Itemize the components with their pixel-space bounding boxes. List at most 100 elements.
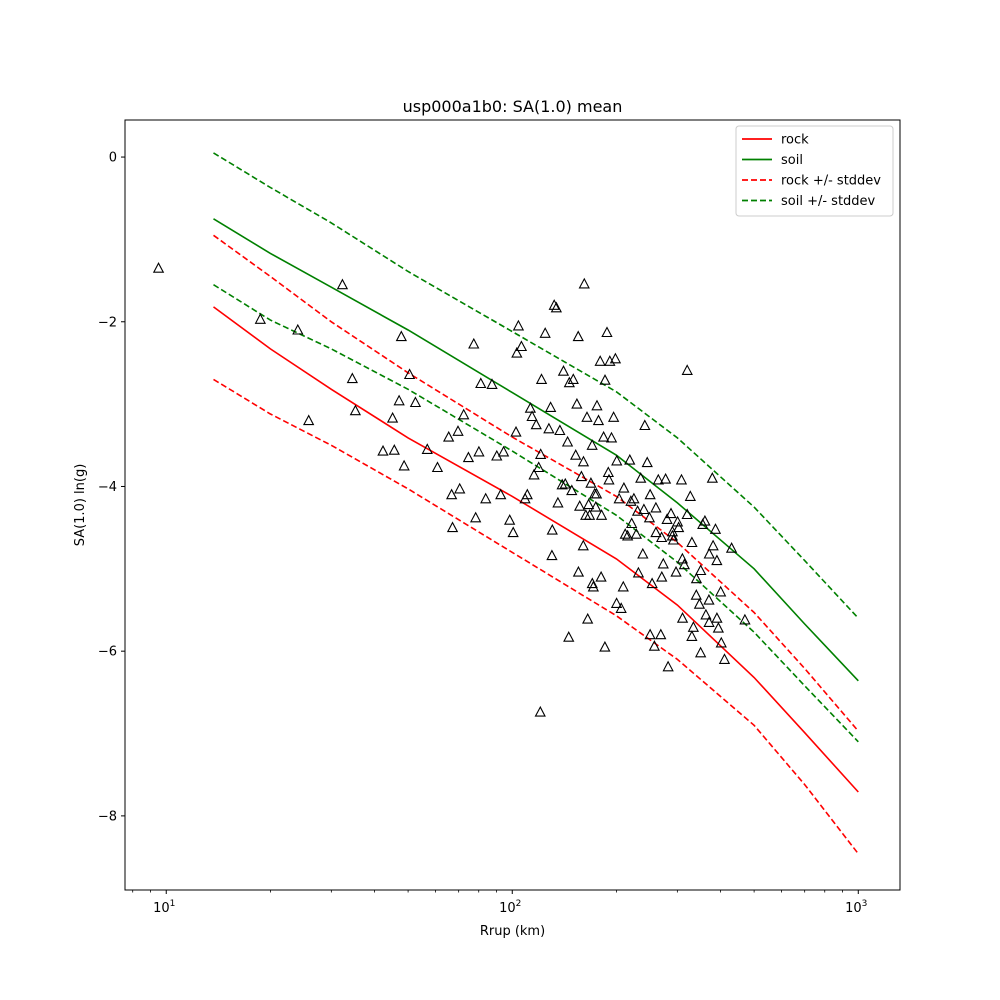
data-point — [711, 612, 723, 623]
data-point — [711, 554, 723, 566]
data-point — [546, 549, 558, 561]
data-point — [690, 572, 703, 584]
data-point — [630, 528, 643, 539]
data-point — [534, 448, 547, 459]
data-point — [556, 478, 568, 490]
data-point — [703, 616, 715, 627]
y-tick-label: 0 — [109, 151, 117, 166]
data-point — [676, 612, 689, 623]
legend: rock soil rock +/- stddev soil +/- stddev — [735, 125, 894, 217]
data-point — [655, 531, 668, 543]
data-point — [700, 608, 712, 620]
data-point — [607, 411, 620, 422]
data-point — [462, 451, 475, 463]
data-point — [578, 277, 590, 289]
data-point — [550, 301, 563, 313]
data-point — [431, 461, 444, 473]
data-point — [648, 640, 661, 651]
data-point — [621, 529, 634, 541]
data-point — [507, 526, 519, 538]
data-point — [599, 374, 611, 385]
data-point — [468, 337, 480, 349]
data-point — [665, 507, 677, 519]
data-point — [421, 443, 433, 454]
data-point — [346, 372, 359, 384]
data-point — [594, 355, 606, 366]
data-point — [695, 564, 707, 576]
data-point — [678, 558, 691, 570]
data-point — [521, 488, 533, 500]
data-point — [469, 511, 482, 523]
data-point — [543, 422, 555, 434]
data-point — [548, 299, 560, 310]
data-point — [650, 526, 662, 538]
series-line-0 — [213, 306, 859, 793]
data-point — [377, 444, 389, 456]
data-point — [557, 365, 570, 376]
data-point — [635, 472, 647, 483]
data-point — [681, 508, 693, 520]
data-point — [442, 430, 455, 442]
x-tick-label: 103 — [845, 899, 867, 916]
data-point — [577, 455, 590, 467]
data-point — [694, 646, 707, 658]
data-point — [503, 514, 516, 525]
data-point — [572, 565, 585, 577]
data-point — [686, 536, 698, 548]
data-point — [718, 653, 731, 664]
data-point — [403, 368, 416, 380]
data-point — [599, 640, 611, 652]
legend-items: rock soil rock +/- stddev soil +/- stddev — [742, 133, 881, 209]
data-point — [625, 517, 638, 529]
data-point — [532, 461, 545, 473]
data-point — [563, 376, 576, 388]
data-point — [671, 515, 684, 527]
data-point — [595, 570, 607, 582]
data-point — [528, 468, 540, 480]
data-point — [535, 373, 548, 384]
data-point — [302, 414, 315, 426]
data-point — [690, 589, 702, 600]
data-point — [566, 484, 578, 496]
data-point — [572, 330, 584, 342]
y-tick-label: −6 — [98, 645, 117, 660]
data-point — [666, 529, 679, 541]
data-point — [582, 498, 595, 510]
data-point — [458, 408, 470, 420]
data-point — [739, 613, 751, 625]
data-point — [546, 523, 558, 535]
data-point — [571, 397, 583, 409]
data-point — [659, 472, 672, 484]
y-tick-label: −8 — [98, 809, 117, 824]
data-point — [609, 352, 622, 364]
data-point — [639, 419, 651, 431]
data-point — [590, 487, 603, 499]
data-point — [524, 402, 537, 413]
data-point — [586, 577, 598, 589]
data-point — [349, 404, 362, 416]
data-point — [613, 492, 625, 504]
data-point — [619, 528, 631, 539]
y-tick-label: −4 — [98, 480, 117, 495]
data-point — [699, 514, 711, 526]
data-point — [611, 454, 623, 466]
data-point — [581, 411, 593, 422]
data-point — [552, 496, 564, 508]
data-point — [567, 373, 579, 384]
data-point — [292, 323, 304, 335]
data-point — [655, 628, 667, 640]
data-point — [632, 566, 645, 578]
data-point — [597, 430, 610, 442]
data-point — [495, 488, 507, 500]
x-tick-label: 102 — [499, 899, 521, 916]
data-point — [686, 630, 698, 641]
y-axis-label: SA(1.0) ln(g) — [73, 464, 88, 547]
data-point — [409, 396, 422, 408]
data-point — [644, 628, 656, 640]
data-point — [336, 278, 349, 290]
data-point — [152, 262, 165, 273]
data-point — [601, 326, 613, 338]
data-point — [676, 552, 689, 564]
